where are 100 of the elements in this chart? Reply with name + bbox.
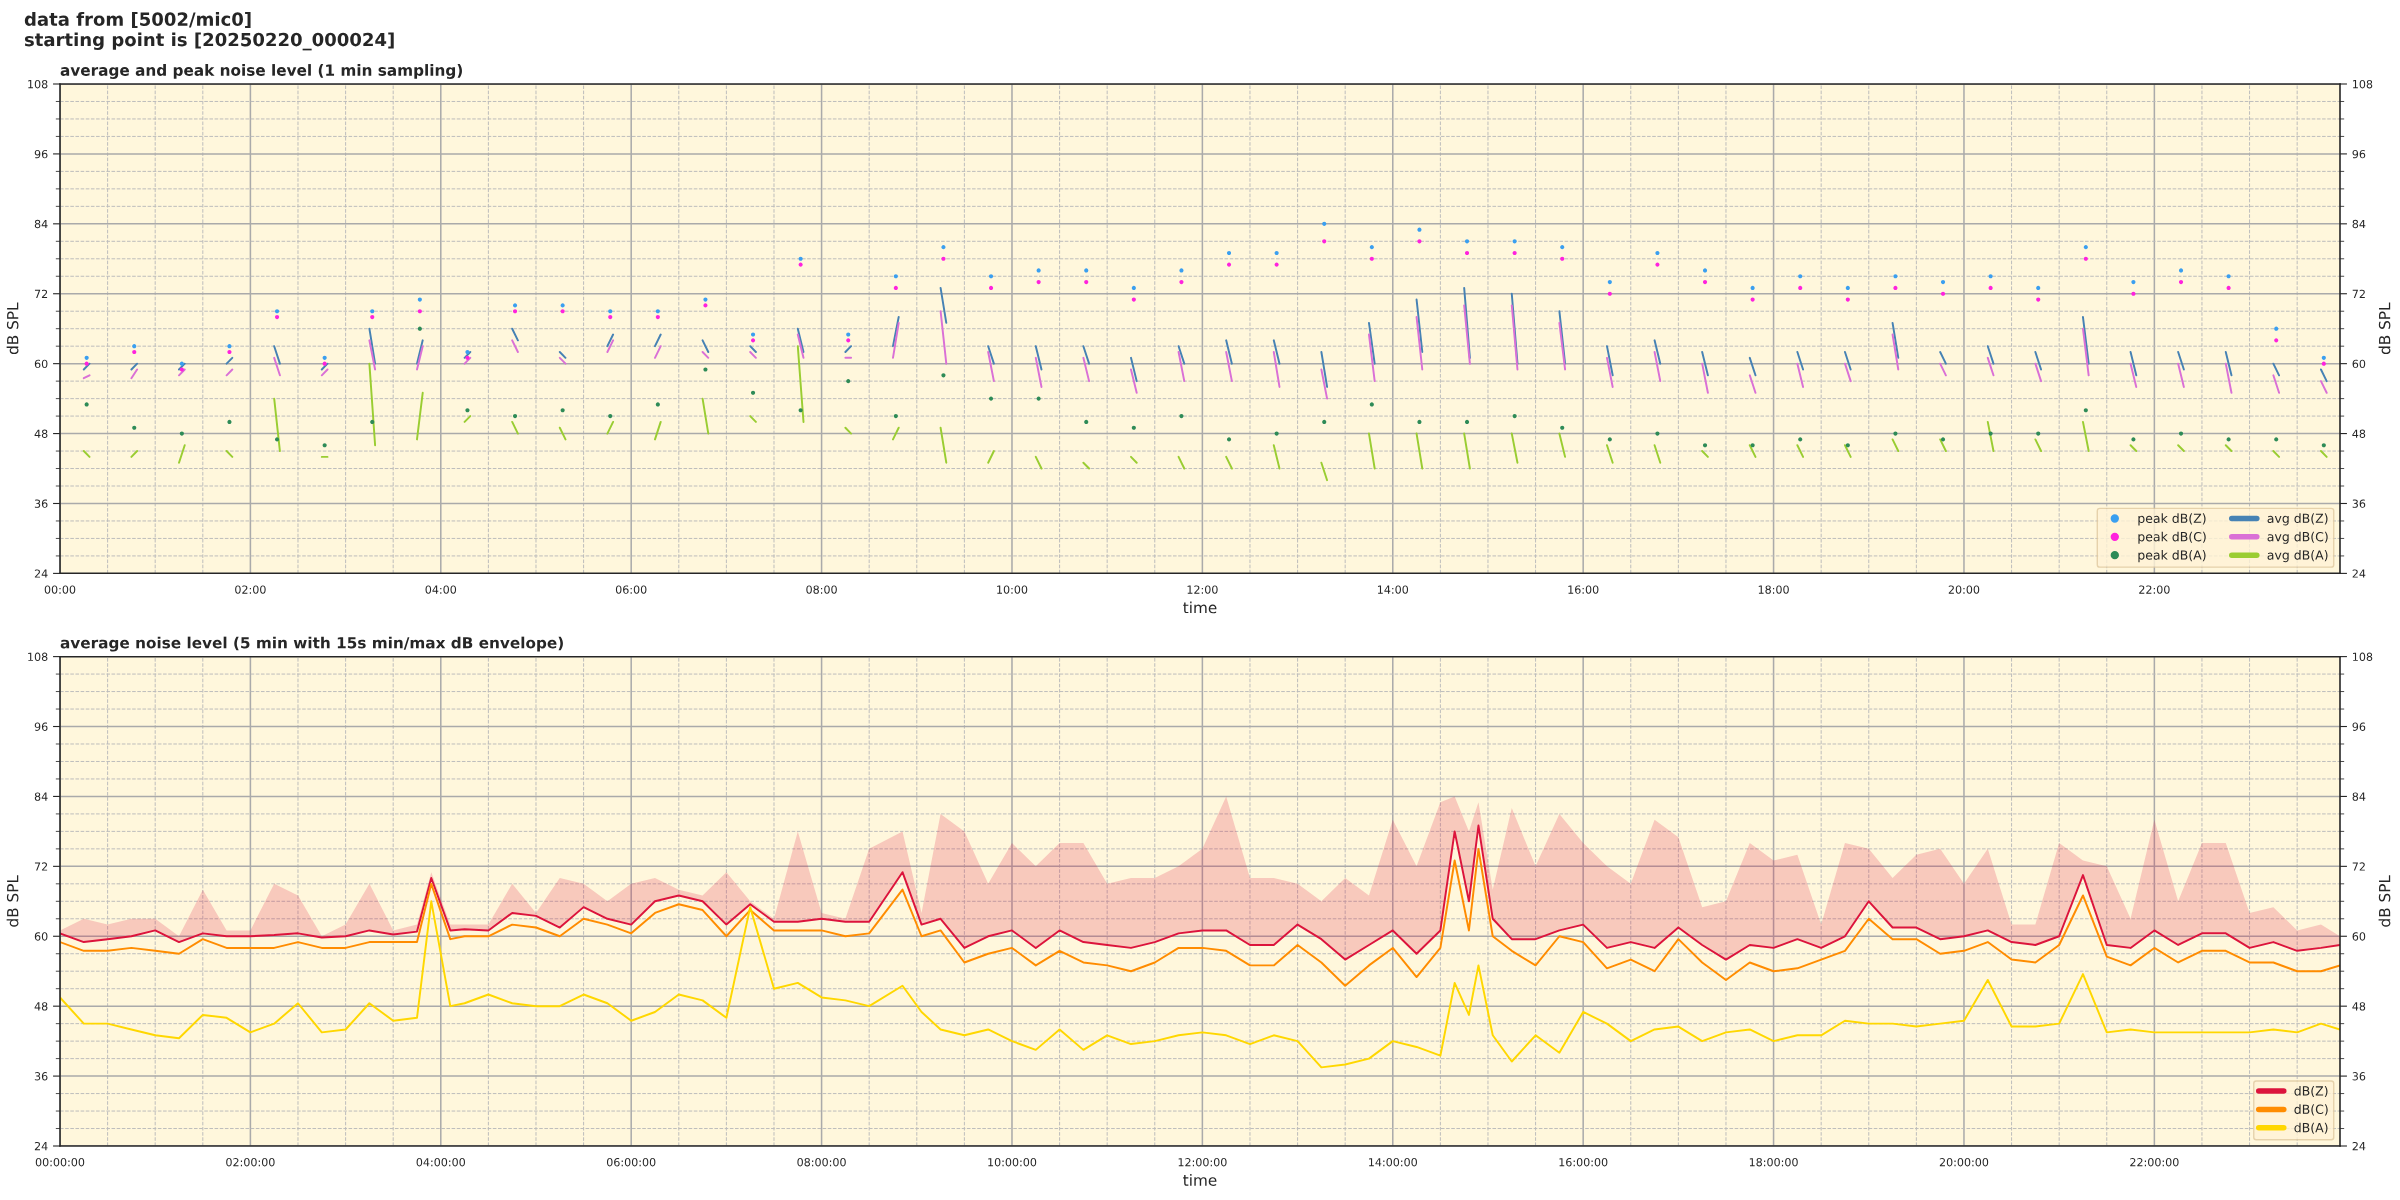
y-tick-label: 96 (34, 722, 48, 731)
x-axis-title: time (1183, 1174, 1217, 1186)
point (1845, 297, 1850, 302)
point (1464, 239, 1470, 244)
x-tick-label: 00:00 (44, 585, 76, 594)
point (1988, 285, 1993, 290)
point (655, 309, 660, 314)
y2-tick-label: 84 (2352, 792, 2366, 801)
point (179, 367, 184, 372)
point (1798, 437, 1803, 442)
point (2083, 256, 2088, 261)
y2-tick-label: 72 (2352, 289, 2365, 298)
point (417, 297, 422, 302)
point (227, 419, 232, 424)
y-tick-label: 96 (34, 149, 48, 159)
y-tick-label: 48 (34, 1002, 48, 1011)
point (1702, 280, 1708, 285)
point (798, 408, 803, 413)
point (2178, 431, 2184, 436)
x-tick-label: 04:00 (425, 585, 457, 594)
point (893, 274, 898, 279)
y2-tick-label: 36 (2352, 1072, 2366, 1081)
point (2321, 355, 2326, 360)
y-tick-label: 72 (34, 862, 48, 871)
point (1369, 245, 1374, 250)
x-tick-label: 18:00:00 (1749, 1158, 1798, 1167)
x-tick-label: 22:00 (2139, 585, 2170, 594)
x-tick-label: 06:00:00 (606, 1158, 656, 1167)
legend-label: avg dB(A) (2267, 550, 2328, 563)
point (1084, 280, 1089, 285)
point (893, 285, 898, 290)
point (1560, 245, 1565, 250)
x-tick-label: 20:00:00 (1939, 1158, 1989, 1167)
point (2083, 408, 2088, 413)
point (988, 396, 994, 401)
point (1322, 419, 1327, 424)
point (179, 431, 184, 436)
point (322, 361, 327, 366)
point (1131, 425, 1136, 430)
y2-tick-label: 48 (2352, 1002, 2366, 1011)
legend-label: avg dB(C) (2267, 531, 2328, 544)
y-tick-label: 72 (34, 289, 48, 298)
x-tick-label: 00:00:00 (35, 1158, 85, 1167)
x-tick-label: 14:00:00 (1369, 1158, 1417, 1167)
point (512, 303, 518, 308)
point (1131, 285, 1136, 290)
point (322, 443, 327, 448)
legend-label: peak dB(A) (2138, 550, 2206, 563)
point (465, 355, 470, 360)
y2-tick-label: 84 (2352, 219, 2366, 229)
point (1369, 256, 1374, 261)
line-series (60, 847, 2340, 987)
y2-tick-label: 48 (2352, 429, 2366, 438)
point (2083, 245, 2088, 250)
point (370, 419, 375, 424)
point (750, 338, 756, 343)
point (2036, 285, 2041, 290)
y2-tick-label: 108 (2353, 652, 2373, 661)
point (84, 355, 89, 360)
point (1750, 443, 1755, 448)
point (132, 344, 137, 349)
text: data from [5002/mic0] (24, 12, 251, 29)
point (1226, 262, 1232, 267)
text: starting point is [20250220_000024] (24, 32, 394, 51)
point (1512, 239, 1517, 244)
x-axis-title: time (1183, 601, 1217, 614)
y2-axis-title: dB SPL (2378, 302, 2391, 355)
legend-label: avg dB(Z) (2267, 513, 2328, 526)
point (1845, 443, 1850, 448)
line-series (60, 900, 2340, 1069)
point (1179, 414, 1184, 419)
chart-title: average and peak noise level (1 min sampling) (60, 64, 462, 79)
y-tick-label: 24 (34, 569, 48, 578)
point (1417, 419, 1422, 424)
x-tick-label: 18:00 (1758, 585, 1789, 594)
point (2131, 280, 2136, 285)
point (227, 344, 232, 349)
point (227, 349, 232, 355)
point (1560, 425, 1565, 430)
y2-tick-label: 60 (2352, 932, 2366, 941)
point (798, 256, 803, 261)
y-tick-label: 60 (34, 932, 48, 941)
point (2178, 268, 2184, 273)
x-tick-label: 10:00:00 (988, 1158, 1037, 1167)
point (1226, 250, 1232, 256)
y-axis-title: dB SPL (6, 302, 19, 355)
x-tick-label: 14:00 (1377, 585, 1409, 594)
point (608, 414, 613, 419)
y-tick-label: 84 (34, 792, 48, 801)
point (2131, 291, 2136, 296)
x-tick-label: 22:00:00 (2130, 1158, 2179, 1167)
point (2036, 297, 2041, 302)
point (512, 414, 518, 419)
point (750, 390, 756, 395)
point (988, 285, 994, 290)
point (1464, 419, 1470, 424)
point (1464, 250, 1470, 256)
x-tick-label: 20:00 (1948, 585, 1980, 594)
point (179, 361, 184, 366)
y2-tick-label: 108 (2353, 79, 2373, 89)
